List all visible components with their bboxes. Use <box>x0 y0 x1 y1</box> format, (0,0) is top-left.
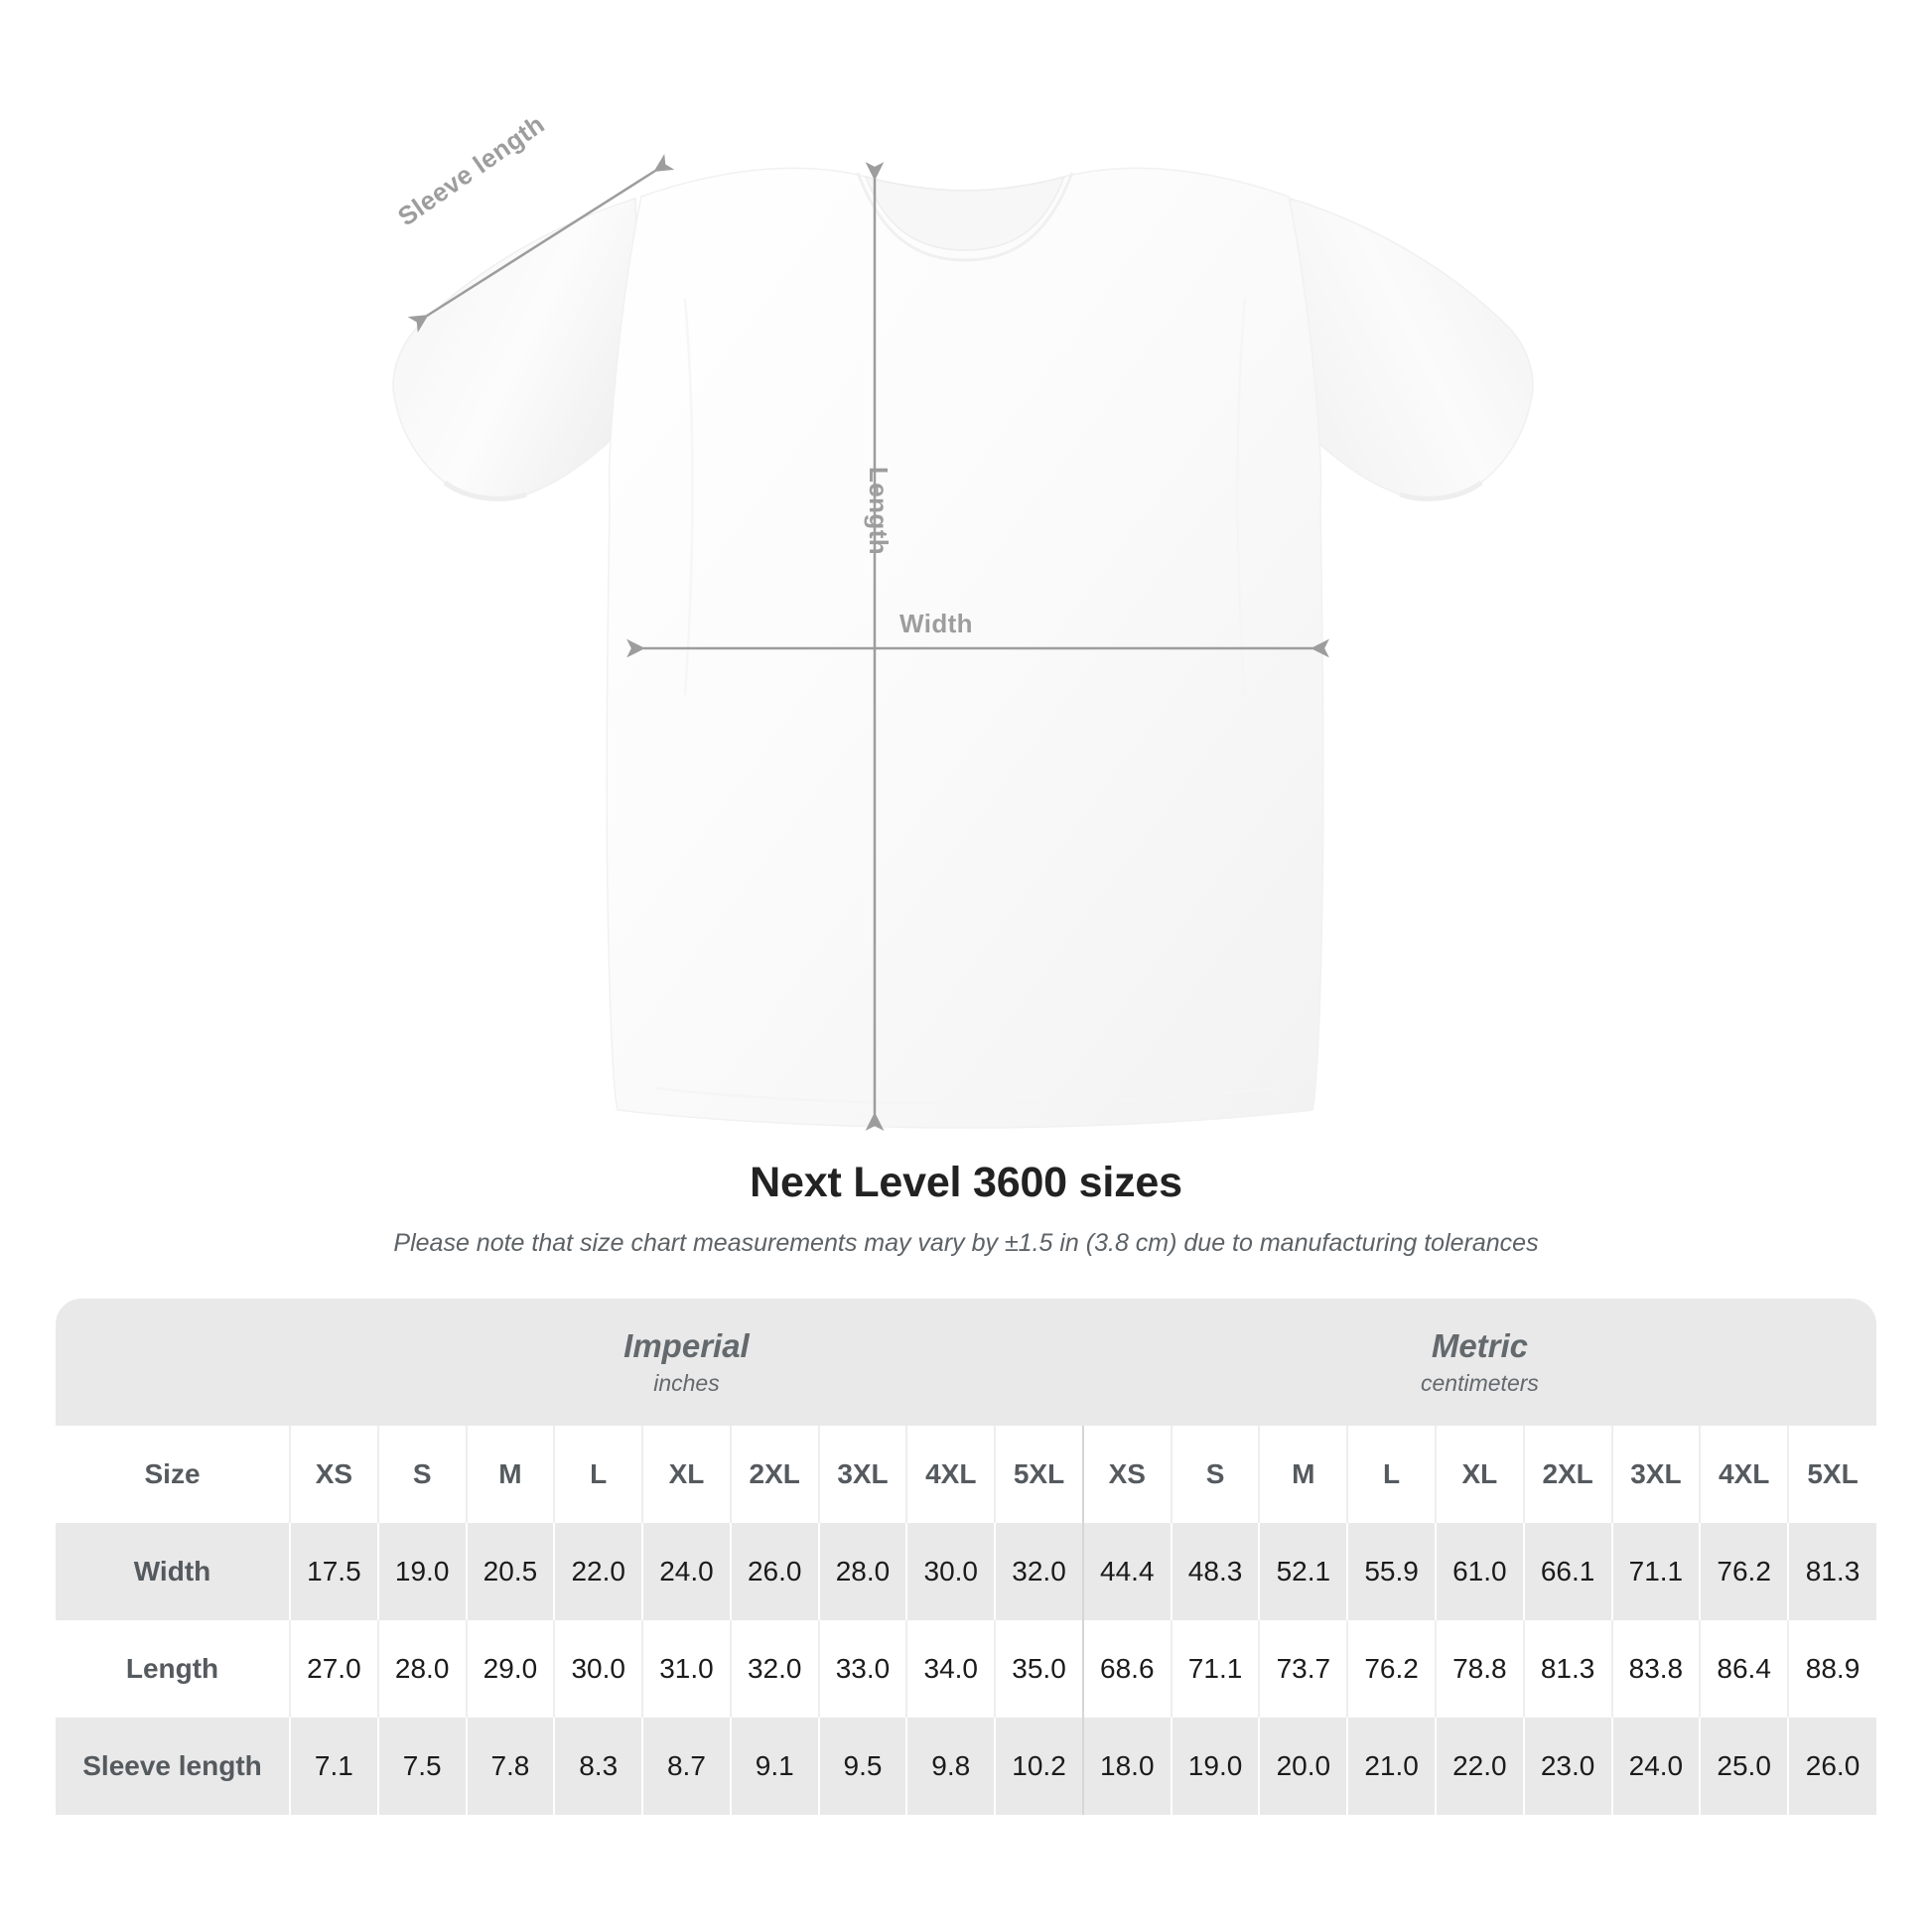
cell-length-met-4: 78.8 <box>1434 1620 1524 1718</box>
cell-sleeve-met-0: 18.0 <box>1081 1718 1172 1815</box>
cell-width-met-1: 48.3 <box>1170 1523 1260 1620</box>
unit-group-metric-subtitle: centimeters <box>1421 1370 1539 1397</box>
cell-width-met-7: 76.2 <box>1699 1523 1789 1620</box>
row-label-width: Width <box>133 1556 211 1587</box>
tolerance-note: Please note that size chart measurements… <box>393 1229 1539 1258</box>
cell-width-imp-1: 19.0 <box>376 1523 467 1620</box>
cell-length-imp-1: 28.0 <box>376 1620 467 1718</box>
cell-length-met-7: 86.4 <box>1699 1620 1789 1718</box>
cell-width-imp-3: 22.0 <box>553 1523 643 1620</box>
unit-group-row: Imperial inches Metric centimeters <box>56 1299 1876 1426</box>
cell-length-met-0: 68.6 <box>1081 1620 1172 1718</box>
cell-width-met-3: 55.9 <box>1346 1523 1436 1620</box>
unit-group-imperial-title: Imperial <box>623 1327 750 1365</box>
cell-length-imp-5: 32.0 <box>729 1620 819 1718</box>
size-chart-table-wrapper: Imperial inches Metric centimeters Size … <box>56 1299 1876 1815</box>
cell-sleeve-met-5: 23.0 <box>1522 1718 1612 1815</box>
cell-width-met-2: 52.1 <box>1258 1523 1348 1620</box>
caption-block: Next Level 3600 sizes Please note that s… <box>0 1159 1932 1258</box>
cell-length-met-8: 88.9 <box>1787 1620 1876 1718</box>
cell-length-imp-6: 33.0 <box>817 1620 907 1718</box>
cell-sleeve-imp-7: 9.8 <box>905 1718 996 1815</box>
cell-length-met-3: 76.2 <box>1346 1620 1436 1718</box>
cell-sleeve-imp-6: 9.5 <box>817 1718 907 1815</box>
size-header-met-6: 3XL <box>1610 1426 1701 1523</box>
size-header-met-2: M <box>1258 1426 1348 1523</box>
size-header-imp-4: XL <box>641 1426 731 1523</box>
size-header-imp-5: 2XL <box>729 1426 819 1523</box>
width-label: Width <box>899 609 973 638</box>
cell-sleeve-imp-2: 7.8 <box>465 1718 555 1815</box>
row-label-length: Length <box>125 1653 219 1684</box>
tshirt-diagram <box>392 154 1534 1131</box>
cell-sleeve-imp-3: 8.3 <box>553 1718 643 1815</box>
size-chart-table: Imperial inches Metric centimeters Size … <box>56 1299 1876 1815</box>
cell-sleeve-met-6: 24.0 <box>1610 1718 1701 1815</box>
size-header-met-5: 2XL <box>1522 1426 1612 1523</box>
cell-sleeve-imp-5: 9.1 <box>729 1718 819 1815</box>
size-header-imp-1: S <box>376 1426 467 1523</box>
size-header-imp-8: 5XL <box>994 1426 1083 1523</box>
cell-length-met-5: 81.3 <box>1522 1620 1612 1718</box>
cell-width-imp-2: 20.5 <box>465 1523 555 1620</box>
table-row: Length 27.0 28.0 29.0 30.0 31.0 32.0 33.… <box>56 1620 1876 1718</box>
size-header-imp-2: M <box>465 1426 555 1523</box>
cell-sleeve-met-1: 19.0 <box>1170 1718 1260 1815</box>
unit-group-imperial: Imperial inches <box>290 1299 1083 1426</box>
cell-width-met-5: 66.1 <box>1522 1523 1612 1620</box>
cell-length-met-2: 73.7 <box>1258 1620 1348 1718</box>
cell-length-met-1: 71.1 <box>1170 1620 1260 1718</box>
size-header-row: Size XS S M L XL 2XL 3XL 4XL 5XL XS S M … <box>56 1426 1876 1523</box>
cell-width-met-0: 44.4 <box>1081 1523 1172 1620</box>
cell-length-met-6: 83.8 <box>1610 1620 1701 1718</box>
size-header-met-3: L <box>1346 1426 1436 1523</box>
cell-width-imp-7: 30.0 <box>905 1523 996 1620</box>
size-header-imp-0: XS <box>289 1426 378 1523</box>
size-header-imp-6: 3XL <box>817 1426 907 1523</box>
garment-illustration: Sleeve length Length Width <box>392 109 1534 1131</box>
size-header-imp-3: L <box>553 1426 643 1523</box>
cell-width-met-6: 71.1 <box>1610 1523 1701 1620</box>
unit-group-metric-title: Metric <box>1431 1327 1529 1365</box>
row-label-sleeve-length: Sleeve length <box>82 1750 262 1781</box>
cell-width-met-4: 61.0 <box>1434 1523 1524 1620</box>
size-header-met-4: XL <box>1434 1426 1524 1523</box>
cell-sleeve-met-7: 25.0 <box>1699 1718 1789 1815</box>
size-header-imp-7: 4XL <box>905 1426 996 1523</box>
cell-sleeve-met-8: 26.0 <box>1787 1718 1876 1815</box>
unit-group-metric: Metric centimeters <box>1082 1299 1876 1426</box>
unit-band-spacer <box>56 1299 291 1426</box>
cell-sleeve-met-2: 20.0 <box>1258 1718 1348 1815</box>
cell-sleeve-met-4: 22.0 <box>1434 1718 1524 1815</box>
size-header-met-8: 5XL <box>1787 1426 1876 1523</box>
cell-length-imp-4: 31.0 <box>641 1620 731 1718</box>
table-row: Width 17.5 19.0 20.5 22.0 24.0 26.0 28.0… <box>56 1523 1876 1620</box>
size-header-met-1: S <box>1170 1426 1260 1523</box>
cell-length-imp-3: 30.0 <box>553 1620 643 1718</box>
cell-length-imp-0: 27.0 <box>289 1620 378 1718</box>
cell-width-met-8: 81.3 <box>1787 1523 1876 1620</box>
cell-sleeve-imp-8: 10.2 <box>994 1718 1083 1815</box>
cell-length-imp-8: 35.0 <box>994 1620 1083 1718</box>
cell-sleeve-imp-0: 7.1 <box>289 1718 378 1815</box>
cell-sleeve-imp-1: 7.5 <box>376 1718 467 1815</box>
size-header-met-0: XS <box>1081 1426 1172 1523</box>
cell-sleeve-imp-4: 8.7 <box>641 1718 731 1815</box>
cell-width-imp-5: 26.0 <box>729 1523 819 1620</box>
unit-group-imperial-subtitle: inches <box>653 1370 720 1397</box>
cell-width-imp-0: 17.5 <box>289 1523 378 1620</box>
size-header-label: Size <box>144 1458 201 1489</box>
sleeve-length-arrow <box>407 154 675 333</box>
cell-width-imp-6: 28.0 <box>817 1523 907 1620</box>
cell-length-imp-7: 34.0 <box>905 1620 996 1718</box>
cell-sleeve-met-3: 21.0 <box>1346 1718 1436 1815</box>
cell-length-imp-2: 29.0 <box>465 1620 555 1718</box>
table-row: Sleeve length 7.1 7.5 7.8 8.3 8.7 9.1 9.… <box>56 1718 1876 1815</box>
size-header-met-7: 4XL <box>1699 1426 1789 1523</box>
page-title: Next Level 3600 sizes <box>750 1159 1182 1206</box>
measurement-arrows <box>407 154 1329 1131</box>
cell-width-imp-8: 32.0 <box>994 1523 1083 1620</box>
length-label: Length <box>864 467 894 556</box>
cell-width-imp-4: 24.0 <box>641 1523 731 1620</box>
